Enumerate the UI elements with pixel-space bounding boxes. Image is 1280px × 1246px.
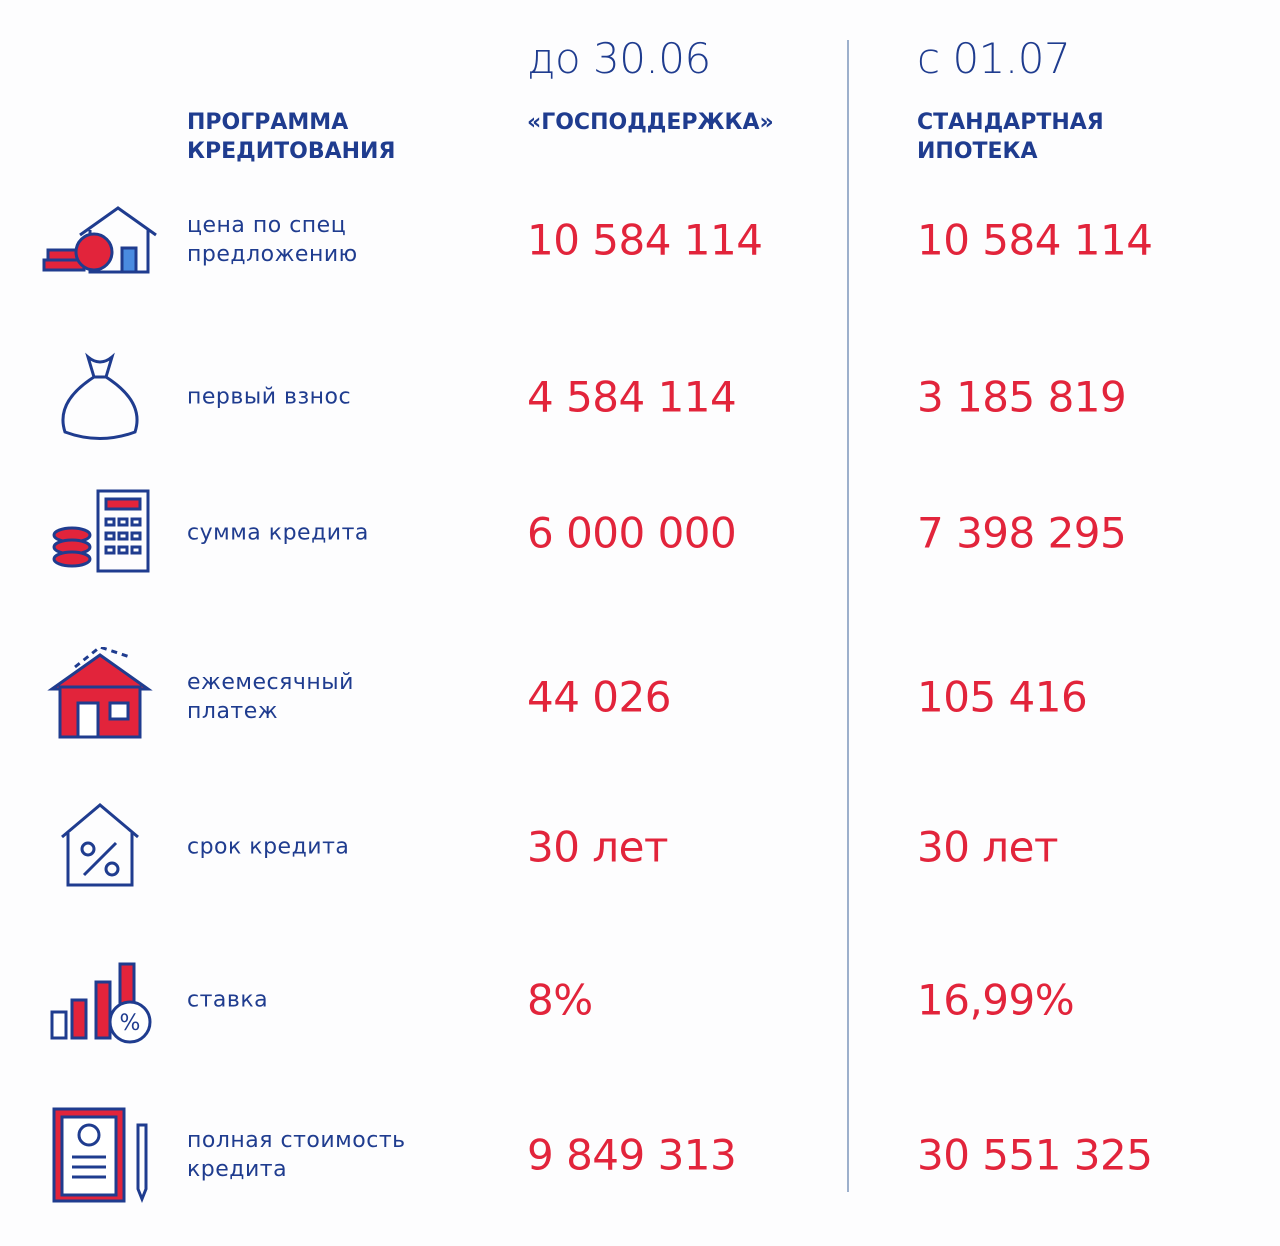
row-value: 3 185 819 [917,372,1127,422]
house-payment-icon [47,647,153,739]
house-price-icon [42,206,157,274]
label-line: кредита [187,1157,288,1182]
label-line: платеж [187,699,279,724]
row-value: 4 584 114 [527,372,737,422]
label-line: полная стоимость [187,1128,406,1153]
row-value: 10 584 114 [527,215,763,265]
row-label: полная стоимость кредита [187,1126,406,1184]
column-divider [847,40,849,1192]
column-program: СТАНДАРТНАЯ ИПОТЕКА [917,108,1104,166]
label-line: ежемесячный [187,670,354,695]
header-line: ИПОТЕКА [917,139,1038,164]
label-line: цена по спец [187,213,347,238]
row-value: 6 000 000 [527,508,737,558]
row-value: 44 026 [527,672,671,722]
row-value: 30 лет [917,822,1058,872]
row-value: 16,99% [917,975,1075,1025]
column-date: до 30.06 [527,34,711,83]
row-value: 105 416 [917,672,1088,722]
money-bag-icon [61,352,139,440]
row-value: 30 551 325 [917,1130,1153,1180]
column-date: с 01.07 [917,34,1071,83]
header-line: «ГОСПОДДЕРЖКА» [527,110,774,135]
row-label: срок кредита [187,833,349,862]
row-label: первый взнос [187,383,351,412]
row-value: 9 849 313 [527,1130,737,1180]
label-line: ставка [187,987,269,1013]
header-line: СТАНДАРТНАЯ [917,110,1104,135]
row-label: цена по спец предложению [187,211,358,269]
label-line: первый взнос [187,384,352,410]
rate-chart-icon: % [50,962,152,1044]
column-program: «ГОСПОДДЕРЖКА» [527,108,774,137]
svg-text:%: % [120,1011,141,1036]
percent-house-icon [61,803,139,887]
header-line: КРЕДИТОВАНИЯ [187,139,396,164]
label-line: предложению [187,242,358,267]
document-icon [52,1107,148,1204]
calculator-icon [52,489,150,573]
row-value: 8% [527,975,593,1025]
row-label: ставка [187,986,268,1015]
label-line: срок кредита [187,834,350,860]
label-line: сумма кредита [187,520,369,546]
row-label: ежемесячный платеж [187,668,354,726]
header-line: ПРОГРАММА [187,110,349,135]
program-header: ПРОГРАММА КРЕДИТОВАНИЯ [187,108,395,166]
row-label: сумма кредита [187,519,369,548]
row-value: 30 лет [527,822,668,872]
row-value: 10 584 114 [917,215,1153,265]
row-value: 7 398 295 [917,508,1127,558]
